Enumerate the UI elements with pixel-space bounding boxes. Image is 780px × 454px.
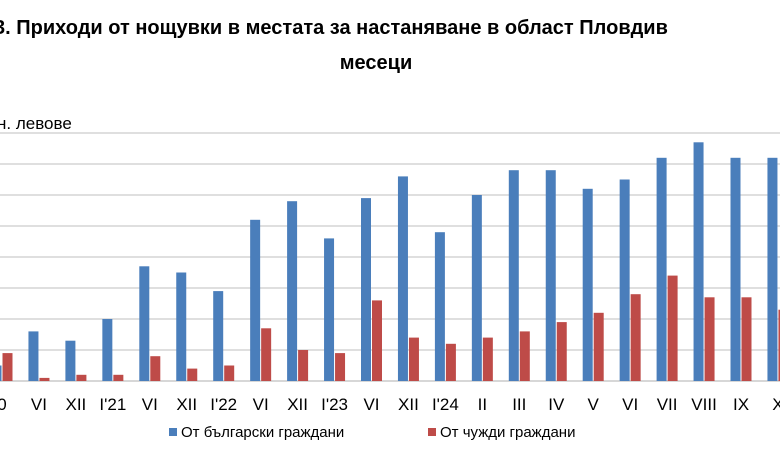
bar-bulgarian-2 <box>65 340 76 381</box>
bar-foreign-10 <box>372 300 382 381</box>
bar-foreign-1 <box>39 377 50 381</box>
bar-bulgarian-3 <box>102 319 113 381</box>
bar-bulgarian-1 <box>28 331 39 381</box>
x-tick-label: I'23 <box>321 395 348 414</box>
legend-swatch-bulgarian <box>169 428 177 436</box>
bar-bulgarian-14 <box>508 170 519 381</box>
bar-bulgarian-12 <box>434 232 445 381</box>
x-tick-label: IX <box>733 395 749 414</box>
bar-foreign-3 <box>113 374 124 381</box>
bar-bulgarian-13 <box>471 195 482 381</box>
x-tick-label: V <box>588 395 600 414</box>
x-tick-label: XII <box>66 395 87 414</box>
x-tick-label: VII <box>657 395 678 414</box>
x-tick-label: II <box>478 395 487 414</box>
bar-bulgarian-15 <box>545 170 556 381</box>
bar-bulgarian-9 <box>324 238 335 381</box>
legend-swatch-foreign <box>428 428 436 436</box>
x-tick-label: VI <box>363 395 379 414</box>
bar-foreign-12 <box>445 343 456 381</box>
bar-bulgarian-19 <box>693 142 704 381</box>
bar-bulgarian-8 <box>287 201 298 381</box>
x-tick-label: XII <box>287 395 308 414</box>
bar-bulgarian-20 <box>730 157 741 381</box>
x-tick-label: VIII <box>691 395 717 414</box>
chart-title-line1: 3. Приходи от нощувки в местата за наста… <box>0 17 668 39</box>
bars <box>0 142 780 381</box>
bar-bulgarian-17 <box>619 179 630 381</box>
x-tick-label: I'24 <box>432 395 459 414</box>
x-tick-label: I'21 <box>99 395 126 414</box>
bar-foreign-8 <box>298 350 309 381</box>
bar-bulgarian-0 <box>0 365 2 381</box>
x-tick-label: VI <box>622 395 638 414</box>
bar-foreign-16 <box>593 312 604 381</box>
x-tick-label: XII <box>398 395 419 414</box>
chart-title-line2: месеци <box>340 52 413 74</box>
x-tick-label: VI <box>142 395 158 414</box>
x-tick-label: 0 <box>0 395 7 414</box>
bar-foreign-11 <box>408 337 419 381</box>
bar-bulgarian-7 <box>250 219 261 381</box>
bar-foreign-5 <box>187 368 198 381</box>
bar-bulgarian-5 <box>176 272 187 381</box>
legend: От български граждани От чужди граждани <box>169 424 575 441</box>
bar-foreign-2 <box>76 374 87 381</box>
bar-bulgarian-16 <box>582 188 593 381</box>
x-tick-label: I'22 <box>210 395 237 414</box>
bar-foreign-7 <box>261 328 272 381</box>
bar-foreign-20 <box>741 297 752 381</box>
bar-bulgarian-10 <box>361 198 371 381</box>
bar-foreign-6 <box>224 365 235 381</box>
x-tick-label: VI <box>31 395 47 414</box>
bar-bulgarian-4 <box>139 266 150 381</box>
x-tick-labels: 0 VI XII I'21 VI XII I'22 VI XII I'23 VI XII I'24 II I… <box>0 395 780 414</box>
bar-bulgarian-6 <box>213 291 224 381</box>
y-axis-label: н. левове <box>0 114 72 133</box>
x-tick-label: X <box>772 395 780 414</box>
bar-foreign-4 <box>150 356 161 381</box>
bar-foreign-18 <box>667 275 678 381</box>
bar-bulgarian-18 <box>656 157 667 381</box>
x-tick-label: IV <box>548 395 565 414</box>
x-tick-label: III <box>512 395 526 414</box>
bar-foreign-14 <box>519 331 530 381</box>
bar-foreign-19 <box>704 297 715 381</box>
bar-foreign-17 <box>630 294 641 381</box>
bar-foreign-9 <box>335 353 346 381</box>
x-tick-label: XII <box>176 395 197 414</box>
bar-foreign-0 <box>2 353 13 381</box>
legend-label-foreign: От чужди граждани <box>440 424 575 441</box>
bar-bulgarian-21 <box>767 157 778 381</box>
x-tick-label: VI <box>253 395 269 414</box>
bar-foreign-15 <box>556 322 567 381</box>
gridlines <box>0 132 780 382</box>
bar-bulgarian-11 <box>397 176 408 381</box>
bar-foreign-21 <box>778 309 780 381</box>
bar-foreign-13 <box>482 337 493 381</box>
legend-label-bulgarian: От български граждани <box>181 424 344 441</box>
